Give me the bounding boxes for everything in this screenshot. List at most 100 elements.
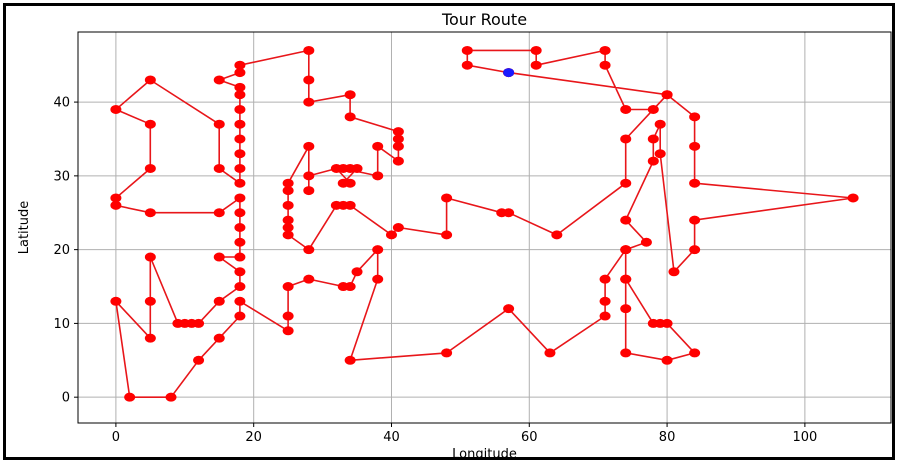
- route-point: [282, 178, 294, 188]
- route-point: [620, 274, 632, 284]
- route-point: [647, 134, 659, 144]
- chart-frame: 0 20 40 60 80 100 0 10 20 30 40 Tour Route Longit…: [3, 3, 895, 460]
- route-point: [303, 274, 315, 284]
- route-point: [282, 282, 294, 292]
- route-point: [647, 156, 659, 166]
- route-point: [392, 134, 404, 144]
- y-tick-label: 30: [53, 169, 70, 184]
- route-point: [234, 82, 246, 92]
- route-point: [620, 178, 632, 188]
- route-point: [234, 267, 246, 277]
- route-point: [441, 348, 453, 358]
- route-point: [461, 45, 473, 55]
- x-tick-label: 100: [792, 430, 817, 445]
- route-point: [620, 245, 632, 255]
- route-point: [544, 348, 556, 358]
- route-point: [344, 200, 356, 210]
- route-point: [530, 60, 542, 70]
- route-point: [234, 252, 246, 262]
- route-point: [234, 60, 246, 70]
- route-point: [282, 186, 294, 196]
- route-point: [689, 112, 701, 122]
- route-point: [392, 127, 404, 137]
- x-axis-label: Longitude: [452, 447, 517, 457]
- route-point: [392, 156, 404, 166]
- route-point: [234, 163, 246, 173]
- route-point: [282, 326, 294, 336]
- route-point: [599, 60, 611, 70]
- grid-lines: [78, 32, 891, 423]
- route-point: [599, 296, 611, 306]
- route-point: [689, 178, 701, 188]
- route-point: [110, 200, 122, 210]
- route-point: [551, 230, 563, 240]
- route-point: [647, 104, 659, 114]
- route-point: [234, 237, 246, 247]
- route-point: [144, 296, 156, 306]
- route-point: [530, 45, 542, 55]
- route-point: [344, 355, 356, 365]
- route-point: [344, 112, 356, 122]
- route-point: [689, 245, 701, 255]
- route-point: [234, 223, 246, 232]
- route-point: [234, 149, 246, 159]
- route-point: [372, 245, 384, 255]
- route-point: [351, 267, 363, 277]
- route-point: [441, 230, 453, 240]
- route-point: [303, 97, 315, 107]
- route-point: [668, 267, 680, 277]
- route-point: [303, 141, 315, 151]
- route-point: [303, 245, 315, 255]
- route-point: [392, 141, 404, 151]
- route-point: [344, 90, 356, 100]
- y-axis-label: Latitude: [17, 201, 32, 255]
- route-point: [640, 237, 652, 247]
- y-tick-label: 0: [62, 391, 70, 406]
- route-point: [599, 274, 611, 284]
- route-point: [234, 311, 246, 321]
- route-point: [599, 311, 611, 321]
- route-point: [144, 163, 156, 173]
- route-point: [213, 163, 225, 173]
- route-point: [213, 252, 225, 262]
- route-point: [661, 355, 673, 365]
- route-point: [689, 348, 701, 358]
- route-point: [689, 215, 701, 225]
- x-tick-label: 20: [245, 430, 262, 445]
- tour-route-chart: 0 20 40 60 80 100 0 10 20 30 40 Tour Route Longit…: [17, 10, 892, 457]
- route-points: [110, 45, 859, 402]
- route-point: [372, 141, 384, 151]
- route-point: [144, 333, 156, 343]
- route-point: [372, 171, 384, 181]
- route-point: [213, 75, 225, 85]
- route-point: [620, 134, 632, 144]
- plot-area-border: [77, 31, 892, 424]
- route-point: [344, 178, 356, 188]
- route-point: [620, 104, 632, 114]
- route-point: [372, 274, 384, 284]
- route-point: [213, 296, 225, 306]
- route-point: [503, 304, 515, 314]
- start-point: [503, 68, 515, 78]
- route-point: [654, 119, 666, 129]
- route-point: [847, 193, 859, 203]
- route-point: [144, 208, 156, 218]
- route-point: [461, 60, 473, 70]
- route-point: [124, 392, 136, 402]
- route-point: [110, 296, 122, 306]
- x-tick-label: 0: [112, 430, 120, 445]
- route-point: [110, 104, 122, 114]
- route-point: [234, 208, 246, 218]
- route-point: [234, 282, 246, 292]
- route-point: [110, 193, 122, 203]
- y-axis-ticks: 0 10 20 30 40: [53, 96, 78, 406]
- y-tick-label: 20: [53, 243, 70, 258]
- route-point: [303, 186, 315, 196]
- route-point: [599, 45, 611, 55]
- route-point: [661, 90, 673, 100]
- route-point: [282, 311, 294, 321]
- route-point: [144, 119, 156, 129]
- route-point: [282, 230, 294, 240]
- route-point: [385, 230, 397, 240]
- route-point: [282, 223, 294, 232]
